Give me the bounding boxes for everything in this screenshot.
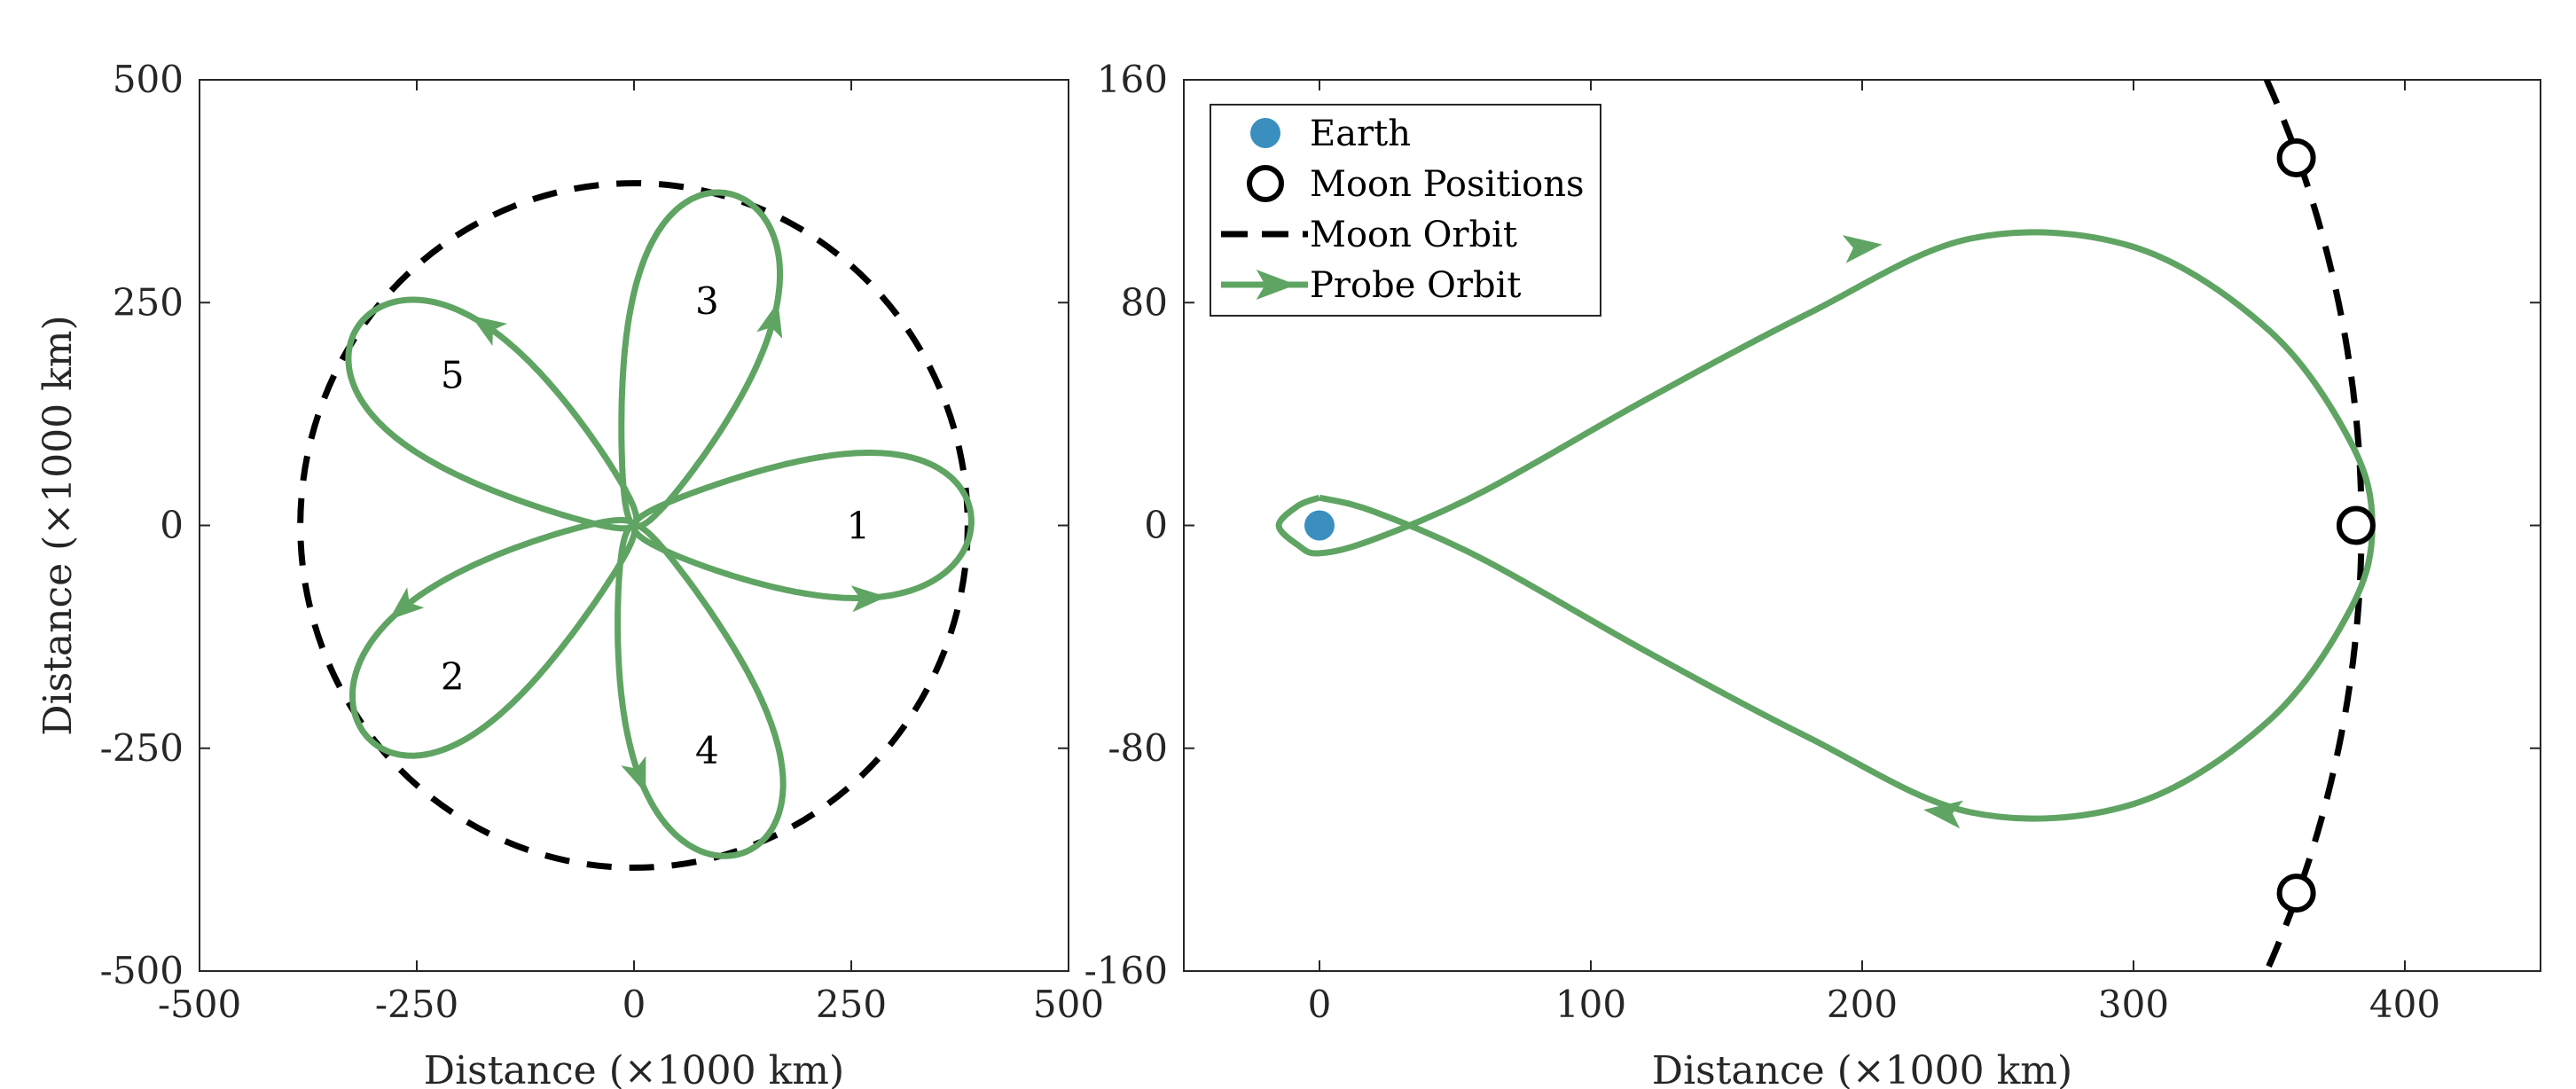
legend-label: Earth xyxy=(1310,114,1411,154)
right-y-tick-label: -80 xyxy=(1108,726,1168,770)
right-ticks: 0 100 200 300 400 -160 -80 0 80 160 xyxy=(1084,58,2541,1026)
right-plot-area xyxy=(1275,80,2376,971)
left-chart: -500 -250 0 250 500 -500 -250 0 250 500 1 2 3 4 5 Dis… xyxy=(35,58,1104,1089)
moon-position-marker xyxy=(2276,874,2316,913)
legend-items: Earth Moon Positions Moon Orbit Probe Orbit xyxy=(1221,114,1585,306)
moon-position-marker xyxy=(2276,137,2316,177)
right-x-tick-label: 100 xyxy=(1555,983,1626,1026)
right-chart: 0 100 200 300 400 -160 -80 0 80 160 Distance (×10… xyxy=(1084,58,2541,1089)
right-x-tick-label: 400 xyxy=(2369,983,2440,1026)
left-y-tick-label: 250 xyxy=(113,280,184,324)
petal-label-4: 4 xyxy=(695,729,719,772)
left-x-axis-label: Distance (×1000 km) xyxy=(424,1048,844,1089)
left-probe-arrow-1-head xyxy=(850,585,887,613)
right-probe-arrow-lower-head xyxy=(1923,800,1964,829)
left-y-tick-label: -500 xyxy=(100,949,184,992)
right-y-tick-label: 0 xyxy=(1144,504,1168,547)
right-probe-arrow-lower xyxy=(1923,800,1964,829)
left-y-tick-label: 0 xyxy=(160,504,184,547)
right-probe-arrow-upper xyxy=(1842,235,1883,263)
left-x-tick-label: 250 xyxy=(816,983,887,1026)
petal-label-1: 1 xyxy=(846,505,870,548)
left-probe-petal-2 xyxy=(349,517,638,759)
right-y-tick-label: -160 xyxy=(1084,949,1168,992)
left-probe-arrow-3-head xyxy=(756,302,783,339)
left-probe-petal-5 xyxy=(345,296,640,532)
left-probe-arrow-4-head xyxy=(621,756,646,794)
left-probe-petal-3 xyxy=(618,189,783,529)
left-y-tick-label: -250 xyxy=(100,726,184,770)
left-x-tick-label: 0 xyxy=(622,983,646,1026)
legend-earth-symbol xyxy=(1250,118,1280,148)
left-moon-orbit xyxy=(297,180,971,871)
legend-probe-orbit-arrow-head xyxy=(1256,270,1296,300)
left-probe-arrow-3 xyxy=(756,302,783,339)
left-probe-arrow-4 xyxy=(621,756,646,794)
legend-moon-positions-symbol xyxy=(1247,165,1284,202)
left-probe-arrow-5-head xyxy=(470,315,507,346)
right-probe-orbit xyxy=(1275,229,2376,822)
petal-label-3: 3 xyxy=(695,279,719,323)
legend: Earth Moon Positions Moon Orbit Probe Orbit xyxy=(1210,104,1601,317)
earth-marker xyxy=(1304,510,1335,541)
left-probe-petal-4 xyxy=(615,521,787,859)
left-probe-arrow-2-head xyxy=(388,587,425,620)
left-plot-area: 1 2 3 4 5 xyxy=(297,180,975,871)
right-x-axis-label: Distance (×1000 km) xyxy=(1652,1048,2072,1089)
right-y-tick-label: 160 xyxy=(1097,58,1168,101)
left-y-tick-label: 500 xyxy=(113,58,184,101)
left-probe-arrow-5 xyxy=(470,315,507,346)
left-x-tick-label: -250 xyxy=(375,983,458,1026)
left-probe-arrow-1 xyxy=(850,585,887,613)
petal-label-5: 5 xyxy=(441,354,465,397)
petal-label-2: 2 xyxy=(441,654,465,698)
left-y-axis-label: Distance (×1000 km) xyxy=(35,315,81,735)
left-ticks: -500 -250 0 250 500 -500 -250 0 250 500 xyxy=(100,58,1104,1026)
left-probe-arrow-2 xyxy=(388,587,425,620)
moon-position-marker xyxy=(2336,505,2376,545)
right-x-tick-label: 0 xyxy=(1308,983,1332,1026)
legend-label: Moon Orbit xyxy=(1310,215,1517,255)
left-probe-petal-1 xyxy=(630,450,975,601)
right-probe-arrow-upper-head xyxy=(1842,235,1883,263)
legend-label: Moon Positions xyxy=(1310,164,1585,205)
left-x-tick-label: -500 xyxy=(158,983,241,1026)
legend-label: Probe Orbit xyxy=(1310,265,1522,306)
right-x-tick-label: 300 xyxy=(2098,983,2169,1026)
left-x-tick-label: 500 xyxy=(1033,983,1104,1026)
legend-probe-orbit-arrow xyxy=(1256,270,1296,300)
right-x-tick-label: 200 xyxy=(1827,983,1898,1026)
right-y-tick-label: 80 xyxy=(1121,280,1168,324)
